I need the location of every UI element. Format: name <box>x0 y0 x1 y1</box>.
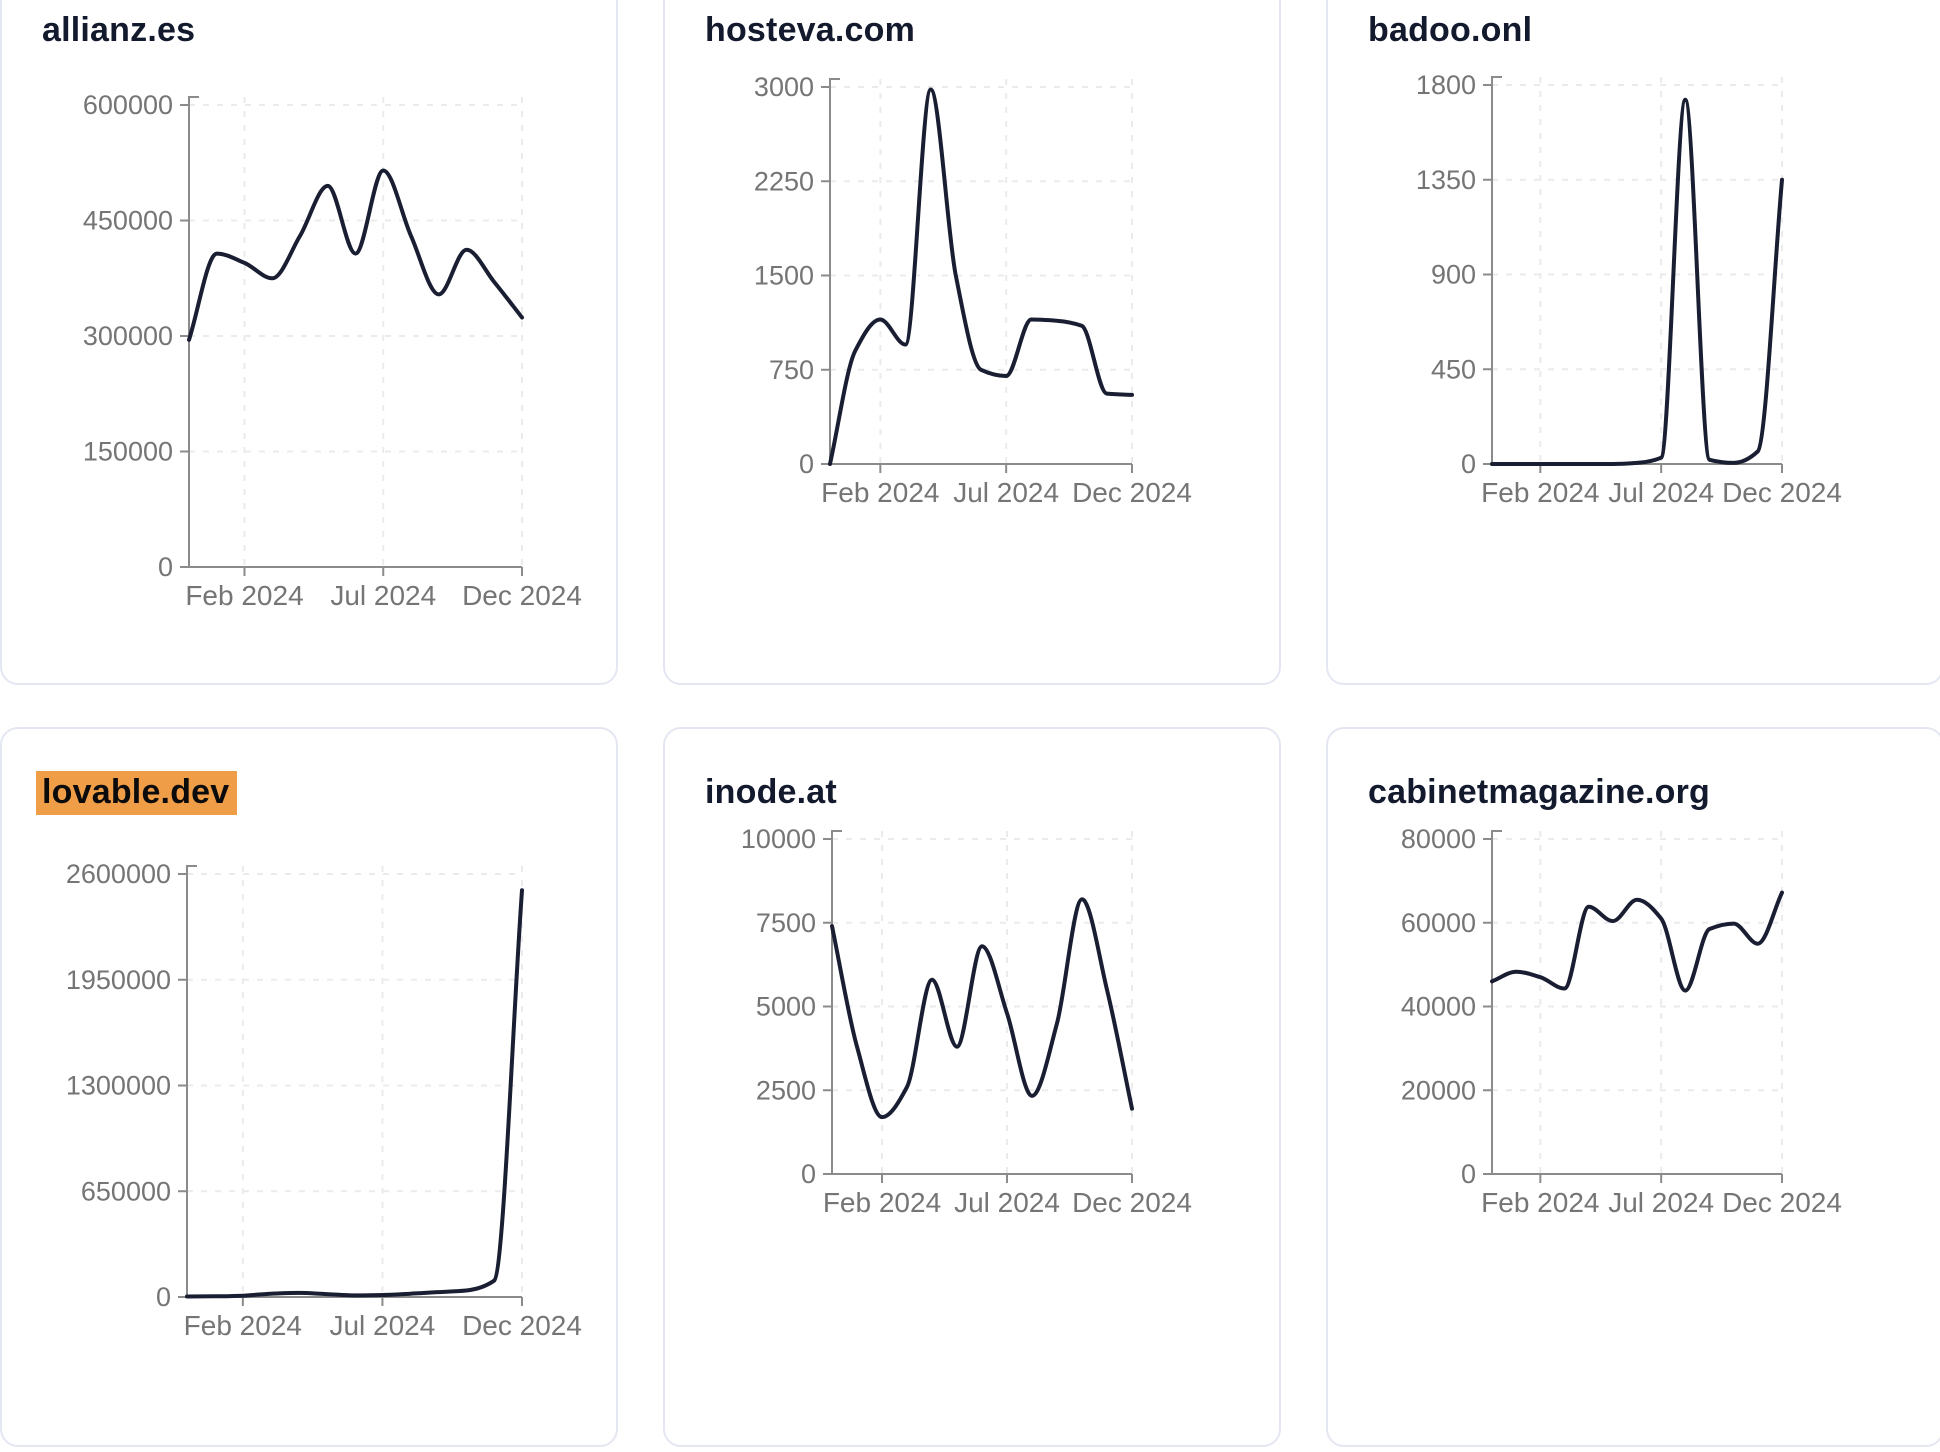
domain-card-hosteva[interactable]: hosteva.com 0 750 1500 2250 3000 Feb 2024 Jul … <box>663 0 1281 685</box>
y-tick-label: 60000 <box>1401 908 1476 938</box>
y-tick-label: 1500 <box>754 261 814 291</box>
x-tick-label: Jul 2024 <box>1608 477 1714 508</box>
y-tick-label: 0 <box>156 1282 171 1312</box>
axis-domain <box>829 78 1132 465</box>
axis-domain <box>1491 830 1782 1175</box>
y-tick-label: 5000 <box>756 992 816 1022</box>
y-tick-label: 1300000 <box>66 1071 171 1101</box>
x-tick-label: Jul 2024 <box>954 1187 1060 1218</box>
x-tick-label: Feb 2024 <box>1481 1187 1599 1218</box>
axis-domain <box>1491 76 1782 465</box>
domain-title: cabinetmagazine.org <box>1368 773 1710 811</box>
y-tick-label: 0 <box>1461 449 1476 479</box>
axis-domain <box>186 865 522 1298</box>
y-tick-label: 0 <box>801 1159 816 1189</box>
y-tick-label: 750 <box>769 355 814 385</box>
series-line <box>1490 97 1784 467</box>
y-tick-label: 2500 <box>756 1075 816 1105</box>
y-tick-label: 900 <box>1431 260 1476 290</box>
domain-card-badoo[interactable]: badoo.onl 0 450 900 1350 1800 Feb 2024 Jul 202… <box>1326 0 1940 685</box>
y-tick-label: 600000 <box>83 90 173 120</box>
series-line <box>185 888 524 1299</box>
series-line <box>187 168 524 342</box>
x-tick-label: Feb 2024 <box>185 580 303 611</box>
domain-title: badoo.onl <box>1368 11 1533 49</box>
domain-card-allianz[interactable]: allianz.es 0 150000 300000 450000 600000 Feb … <box>0 0 618 685</box>
domain-title: inode.at <box>705 773 837 811</box>
traffic-line-chart: 0 650000 1300000 1950000 2600000 Feb 2024 Jul … <box>66 859 582 1341</box>
series-line <box>830 897 1134 1120</box>
domain-card-lovable[interactable]: lovable.dev 0 650000 1300000 1950000 2600000… <box>0 727 618 1447</box>
x-tick-label: Dec 2024 <box>462 580 582 611</box>
x-tick-label: Jul 2024 <box>330 580 436 611</box>
traffic-line-chart: 0 20000 40000 60000 80000 Feb 2024 Jul 2024 Dec… <box>1401 824 1842 1218</box>
x-tick-label: Dec 2024 <box>1722 1187 1842 1218</box>
y-tick-label: 650000 <box>81 1176 171 1206</box>
traffic-line-chart: 0 2500 5000 7500 10000 Feb 2024 Jul 2024 Dec 20… <box>741 824 1192 1218</box>
y-tick-label: 450000 <box>83 206 173 236</box>
y-tick-label: 2600000 <box>66 859 171 889</box>
y-tick-label: 2250 <box>754 166 814 196</box>
x-tick-label: Jul 2024 <box>329 1310 435 1341</box>
y-tick-label: 40000 <box>1401 992 1476 1022</box>
x-tick-label: Feb 2024 <box>1481 477 1599 508</box>
x-tick-label: Feb 2024 <box>823 1187 941 1218</box>
traffic-line-chart: 0 150000 300000 450000 600000 Feb 2024 Jul 202… <box>83 90 582 611</box>
y-tick-label: 7500 <box>756 908 816 938</box>
x-tick-label: Jul 2024 <box>953 477 1059 508</box>
y-tick-label: 80000 <box>1401 824 1476 854</box>
y-tick-label: 1800 <box>1416 70 1476 100</box>
traffic-line-chart: 0 450 900 1350 1800 Feb 2024 Jul 2024 Dec 2024 <box>1416 70 1842 508</box>
series-line <box>1490 890 1784 993</box>
y-tick-label: 0 <box>158 552 173 582</box>
y-tick-label: 1950000 <box>66 965 171 995</box>
y-tick-label: 300000 <box>83 321 173 351</box>
x-tick-label: Dec 2024 <box>1072 1187 1192 1218</box>
x-tick-label: Dec 2024 <box>1072 477 1192 508</box>
y-tick-label: 20000 <box>1401 1075 1476 1105</box>
x-tick-label: Feb 2024 <box>184 1310 302 1341</box>
domain-card-cabinetmagazine[interactable]: cabinetmagazine.org 0 20000 40000 60000 8000… <box>1326 727 1940 1447</box>
x-tick-label: Dec 2024 <box>462 1310 582 1341</box>
x-tick-label: Feb 2024 <box>821 477 939 508</box>
series-line <box>828 87 1134 466</box>
y-tick-label: 1350 <box>1416 165 1476 195</box>
traffic-line-chart: 0 750 1500 2250 3000 Feb 2024 Jul 2024 Dec 2024 <box>754 72 1192 508</box>
domain-title: hosteva.com <box>705 11 916 49</box>
y-tick-label: 10000 <box>741 824 816 854</box>
domain-card-inode[interactable]: inode.at 0 2500 5000 7500 10000 Feb 2024 Jul 2… <box>663 727 1281 1447</box>
domain-title-highlighted: lovable.dev <box>36 771 238 815</box>
domain-title: allianz.es <box>42 11 196 49</box>
x-tick-label: Dec 2024 <box>1722 477 1842 508</box>
y-tick-label: 150000 <box>83 437 173 467</box>
axis-domain <box>831 830 1132 1175</box>
y-tick-label: 0 <box>799 449 814 479</box>
x-tick-label: Jul 2024 <box>1608 1187 1714 1218</box>
y-tick-label: 450 <box>1431 354 1476 384</box>
y-tick-label: 3000 <box>754 72 814 102</box>
axis-domain <box>188 96 522 568</box>
y-tick-label: 0 <box>1461 1159 1476 1189</box>
